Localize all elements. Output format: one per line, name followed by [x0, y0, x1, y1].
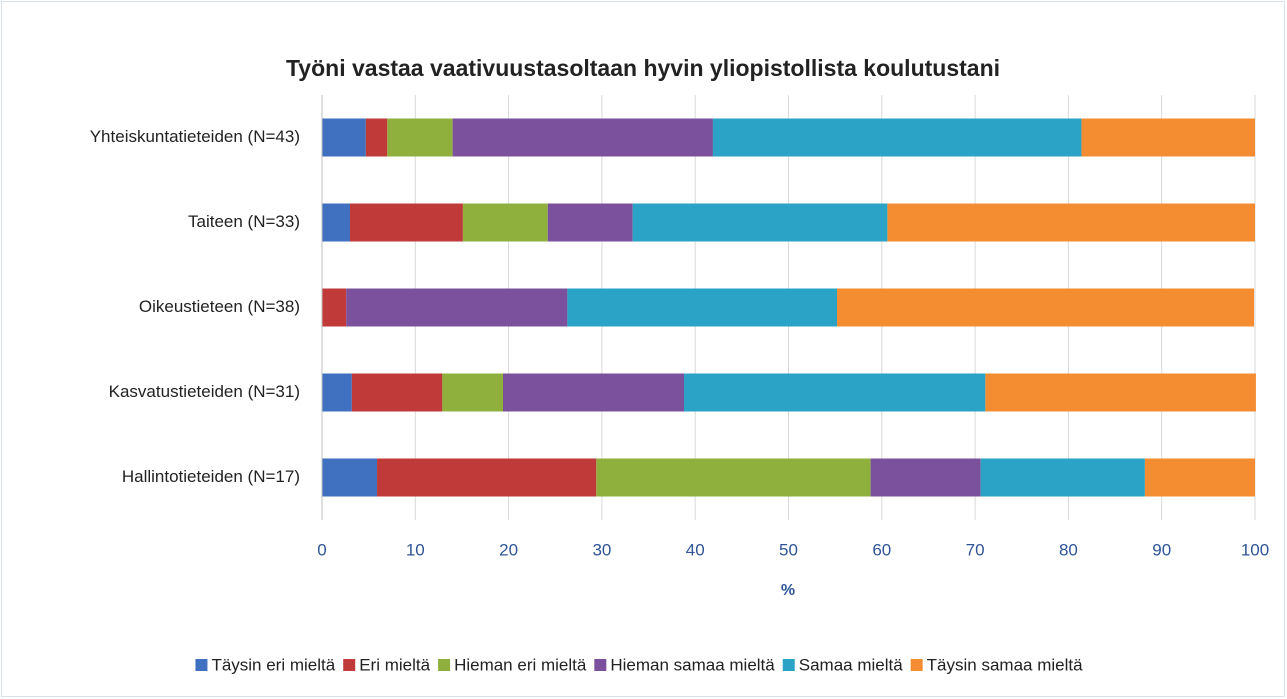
bar-segment — [837, 288, 1255, 327]
bar-segment — [870, 458, 981, 497]
y-tick-label: Oikeustieteen (N=38) — [139, 297, 300, 316]
bar-segment — [985, 373, 1256, 412]
x-tick-label: 80 — [1059, 540, 1078, 559]
bar-segment — [1081, 118, 1255, 157]
x-tick-label: 20 — [499, 540, 518, 559]
legend-swatch — [594, 659, 607, 671]
x-tick-label: 40 — [686, 540, 705, 559]
y-tick-label: Taiteen (N=33) — [188, 212, 300, 231]
chart-title: Työni vastaa vaativuustasoltaan hyvin yl… — [286, 55, 1000, 81]
bar-segment — [503, 373, 685, 412]
bar-segment — [462, 203, 548, 242]
legend-swatch — [343, 659, 356, 671]
x-tick-label: 60 — [872, 540, 891, 559]
x-tick-label: 10 — [406, 540, 425, 559]
legend-label: Hieman eri mieltä — [454, 655, 587, 674]
bar-segment — [387, 118, 453, 157]
y-tick-label: Yhteiskuntatieteiden (N=43) — [90, 127, 300, 146]
x-tick-label: 70 — [966, 540, 985, 559]
x-tick-label: 30 — [592, 540, 611, 559]
bar-segment — [365, 118, 388, 157]
x-tick-label: 50 — [779, 540, 798, 559]
legend-label: Samaa mieltä — [799, 655, 903, 674]
bar-segment — [377, 458, 597, 497]
legend-label: Eri mieltä — [359, 655, 430, 674]
legend-label: Täysin samaa mieltä — [927, 655, 1083, 674]
x-tick-label: 90 — [1152, 540, 1171, 559]
bar-segment — [712, 118, 1082, 157]
bar-segment — [980, 458, 1145, 497]
bar-segment — [322, 373, 352, 412]
bar-segment — [351, 373, 443, 412]
x-tick-label: 0 — [317, 540, 326, 559]
bar-segment — [632, 203, 888, 242]
bar-segment — [684, 373, 986, 412]
bar-segment — [349, 203, 463, 242]
bar-segment — [322, 458, 378, 497]
bar-segment — [322, 203, 350, 242]
bar-segment — [1144, 458, 1255, 497]
bar-segment — [322, 288, 347, 327]
legend-swatch — [910, 659, 923, 671]
y-tick-label: Hallintotieteiden (N=17) — [122, 467, 300, 486]
bar-segment — [547, 203, 633, 242]
legend-label: Täysin eri mieltä — [211, 655, 335, 674]
y-tick-label: Kasvatustieteiden (N=31) — [109, 382, 300, 401]
legend-swatch — [782, 659, 795, 671]
bar-segment — [452, 118, 713, 157]
bar-segment — [322, 118, 366, 157]
x-tick-label: 100 — [1241, 540, 1269, 559]
bar-segment — [346, 288, 568, 327]
legend-label: Hieman samaa mieltä — [610, 655, 775, 674]
legend-swatch — [195, 659, 208, 671]
legend-swatch — [438, 659, 451, 671]
bar-segment — [442, 373, 504, 412]
x-axis-label: % — [781, 582, 795, 599]
bar-segment — [596, 458, 871, 497]
bar-segment — [887, 203, 1255, 242]
bar-segment — [567, 288, 838, 327]
